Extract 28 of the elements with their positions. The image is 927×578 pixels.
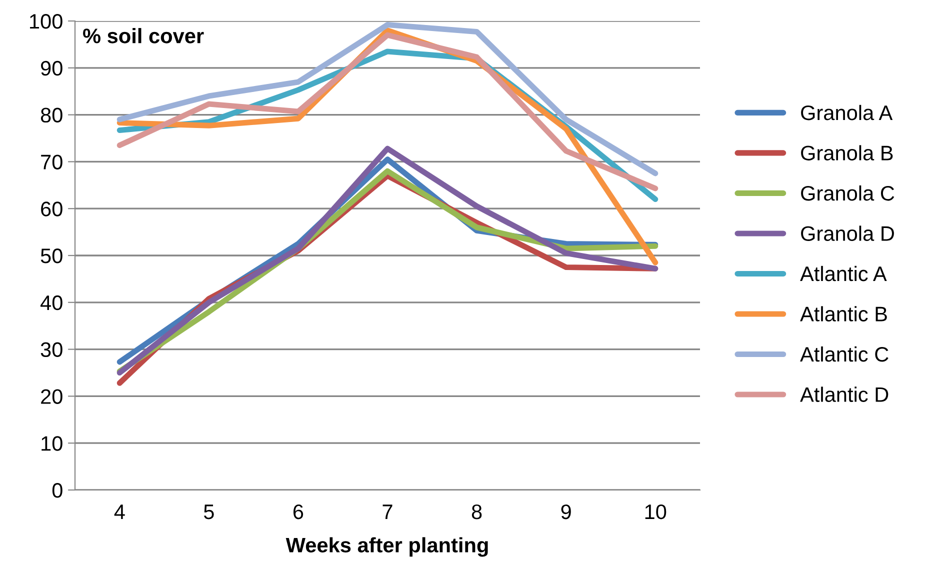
y-tick-label: 60 [41, 202, 62, 216]
y-tick-label: 90 [41, 60, 62, 76]
legend-label: Atlantic B [800, 306, 887, 322]
legend-label: Granola B [801, 145, 893, 160]
x-tick-label: 10 [645, 504, 666, 520]
x-tick-label: 4 [114, 504, 125, 519]
legend-label: Atlantic A [800, 266, 887, 282]
y-tick-label: 0 [52, 483, 62, 498]
x-tick-label: 7 [382, 504, 392, 519]
x-axis-title: Weeks after planting [286, 537, 488, 557]
y-tick-label: 100 [30, 14, 62, 29]
legend-label: Granola C [801, 185, 894, 201]
x-tick-label: 5 [204, 504, 214, 520]
x-tick-label: 6 [293, 504, 304, 520]
y-tick-label: 80 [40, 108, 62, 123]
y-tick-label: 10 [42, 436, 62, 451]
x-tick-label: 8 [472, 504, 482, 520]
legend-label: Atlantic D [800, 386, 888, 402]
y-tick-label: 30 [40, 342, 62, 358]
y-tick-label: 50 [40, 248, 62, 264]
chart-title: % soil cover [83, 28, 204, 44]
legend-label: Granola A [801, 104, 893, 120]
x-tick-label: 9 [561, 504, 571, 520]
y-tick-label: 40 [40, 295, 62, 310]
legend-label: Granola D [801, 226, 894, 241]
y-tick-label: 70 [41, 154, 62, 170]
y-tick-label: 20 [41, 389, 62, 404]
legend-label: Atlantic C [800, 346, 888, 362]
